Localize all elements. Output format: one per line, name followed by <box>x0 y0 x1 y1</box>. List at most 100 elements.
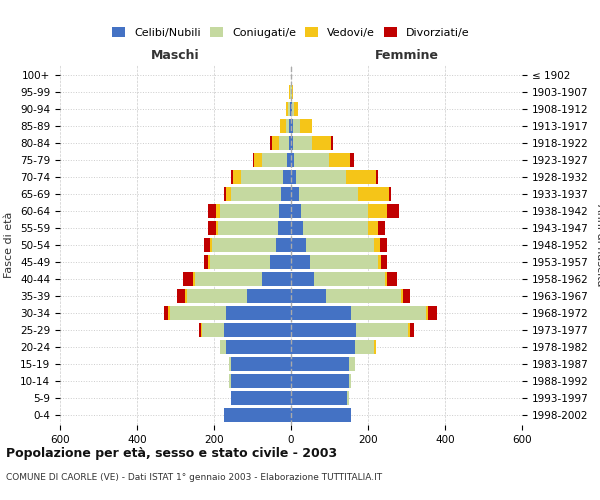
Bar <box>302 221 368 235</box>
Bar <box>293 136 312 150</box>
Bar <box>195 272 262 286</box>
Text: Maschi: Maschi <box>151 48 200 62</box>
Bar <box>208 255 210 269</box>
Bar <box>232 357 291 371</box>
Bar <box>299 187 358 201</box>
Text: Femmine: Femmine <box>374 48 439 62</box>
Bar <box>350 153 354 167</box>
Bar <box>286 102 289 116</box>
Bar <box>368 204 387 218</box>
Y-axis label: Anni di nascita: Anni di nascita <box>595 204 600 286</box>
Bar <box>410 323 414 337</box>
Bar <box>272 136 280 150</box>
Bar <box>270 136 272 150</box>
Bar <box>232 170 233 184</box>
Bar <box>224 408 291 422</box>
Bar <box>193 272 195 286</box>
Bar <box>291 340 355 354</box>
Bar <box>301 204 368 218</box>
Bar <box>291 204 301 218</box>
Bar <box>241 170 283 184</box>
Bar <box>200 323 202 337</box>
Bar <box>291 187 299 201</box>
Bar <box>205 255 208 269</box>
Bar <box>329 153 350 167</box>
Bar <box>314 272 385 286</box>
Bar <box>374 238 380 252</box>
Bar <box>291 170 296 184</box>
Bar <box>205 238 210 252</box>
Bar <box>291 136 293 150</box>
Bar <box>164 306 168 320</box>
Bar <box>291 238 307 252</box>
Bar <box>275 238 291 252</box>
Bar <box>226 340 291 354</box>
Bar <box>280 136 289 150</box>
Bar <box>377 221 385 235</box>
Bar <box>349 357 355 371</box>
Bar <box>233 170 241 184</box>
Bar <box>229 374 232 388</box>
Bar <box>291 221 302 235</box>
Bar <box>389 187 391 201</box>
Bar <box>387 204 399 218</box>
Bar <box>307 238 374 252</box>
Bar <box>291 255 310 269</box>
Bar <box>310 255 377 269</box>
Bar <box>289 102 290 116</box>
Bar <box>170 306 226 320</box>
Bar <box>291 408 350 422</box>
Bar <box>291 391 347 405</box>
Bar <box>377 255 382 269</box>
Bar <box>289 119 291 133</box>
Bar <box>312 136 331 150</box>
Bar <box>280 204 291 218</box>
Bar <box>291 119 293 133</box>
Bar <box>220 340 226 354</box>
Text: Popolazione per età, sesso e stato civile - 2003: Popolazione per età, sesso e stato civil… <box>6 448 337 460</box>
Bar <box>232 374 291 388</box>
Bar <box>226 187 232 201</box>
Bar <box>254 153 262 167</box>
Bar <box>262 153 287 167</box>
Bar <box>291 289 326 303</box>
Bar <box>385 272 387 286</box>
Bar <box>426 306 428 320</box>
Bar <box>355 340 374 354</box>
Bar <box>283 170 291 184</box>
Bar <box>281 187 291 201</box>
Bar <box>368 221 377 235</box>
Bar <box>278 221 291 235</box>
Bar <box>294 153 329 167</box>
Text: COMUNE DI CAORLE (VE) - Dati ISTAT 1° gennaio 2003 - Elaborazione TUTTITALIA.IT: COMUNE DI CAORLE (VE) - Dati ISTAT 1° ge… <box>6 473 382 482</box>
Bar <box>210 238 212 252</box>
Bar <box>387 272 397 286</box>
Bar <box>229 357 232 371</box>
Bar <box>280 119 286 133</box>
Bar <box>291 153 294 167</box>
Bar <box>428 306 437 320</box>
Bar <box>290 102 291 116</box>
Bar <box>350 306 426 320</box>
Bar <box>208 204 216 218</box>
Bar <box>291 306 350 320</box>
Bar <box>220 204 280 218</box>
Bar <box>291 374 349 388</box>
Legend: Celibi/Nubili, Coniugati/e, Vedovi/e, Divorziati/e: Celibi/Nubili, Coniugati/e, Vedovi/e, Di… <box>112 28 470 38</box>
Bar <box>199 323 200 337</box>
Bar <box>210 255 270 269</box>
Bar <box>262 272 291 286</box>
Y-axis label: Fasce di età: Fasce di età <box>4 212 14 278</box>
Bar <box>401 289 403 303</box>
Bar <box>349 374 350 388</box>
Bar <box>247 289 291 303</box>
Bar <box>346 170 376 184</box>
Bar <box>292 102 293 116</box>
Bar <box>232 187 281 201</box>
Bar <box>296 170 346 184</box>
Bar <box>226 306 291 320</box>
Bar <box>376 170 379 184</box>
Bar <box>178 289 185 303</box>
Bar <box>291 272 314 286</box>
Bar <box>382 255 387 269</box>
